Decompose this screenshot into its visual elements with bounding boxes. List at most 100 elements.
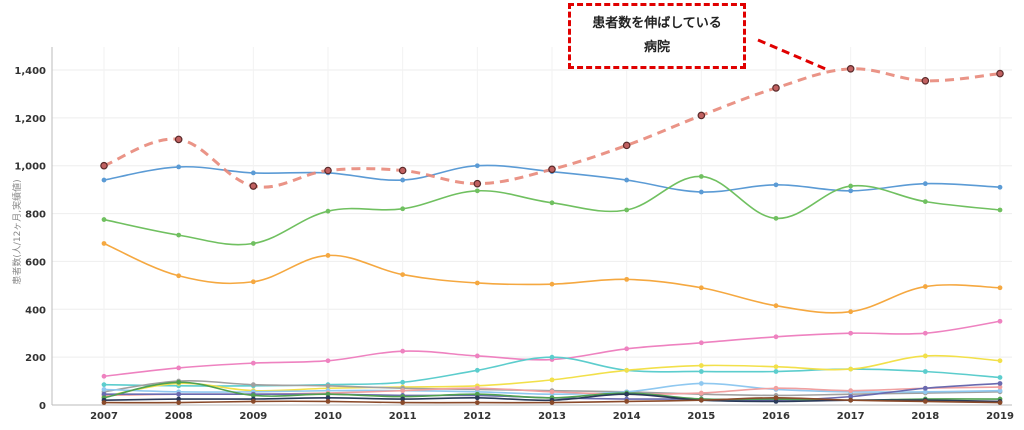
data-point xyxy=(101,373,107,379)
data-point xyxy=(174,135,183,144)
series-line xyxy=(103,67,1001,189)
data-point xyxy=(624,346,630,352)
data-point xyxy=(325,395,331,401)
data-point xyxy=(400,348,406,354)
chart-grid xyxy=(52,47,1012,406)
data-point xyxy=(474,400,480,406)
data-point xyxy=(997,375,1003,380)
data-point xyxy=(772,84,780,92)
annotation-arrow xyxy=(757,38,829,72)
data-point xyxy=(101,217,107,222)
data-point xyxy=(474,391,480,397)
x-tick-label: 2012 xyxy=(463,411,491,422)
data-point xyxy=(921,76,930,85)
data-point xyxy=(997,388,1003,394)
x-tick-label: 2017 xyxy=(837,411,865,422)
data-point xyxy=(624,177,630,183)
data-point xyxy=(848,188,854,194)
data-point xyxy=(624,391,630,397)
data-point xyxy=(846,65,855,73)
data-point xyxy=(922,181,928,187)
data-point xyxy=(997,184,1003,190)
data-point xyxy=(473,179,482,188)
data-point xyxy=(848,397,854,403)
y-tick-label: 400 xyxy=(25,305,46,316)
data-point xyxy=(324,166,332,175)
data-point xyxy=(997,381,1003,386)
data-point xyxy=(773,395,779,401)
x-tick-label: 2019 xyxy=(986,411,1014,422)
data-point xyxy=(997,384,1003,390)
chart-series xyxy=(100,65,1004,406)
data-point xyxy=(400,396,406,402)
data-point xyxy=(249,182,258,190)
data-point xyxy=(250,393,256,398)
data-point xyxy=(922,389,928,395)
data-point xyxy=(325,399,331,404)
data-point xyxy=(176,379,182,385)
x-tick-label: 2013 xyxy=(538,411,566,422)
data-point xyxy=(549,389,555,395)
data-point xyxy=(101,400,107,406)
x-tick-label: 2014 xyxy=(613,411,641,422)
x-tick-label: 2007 xyxy=(90,411,118,422)
chart-ticks: 0 200 400 600 800 1,000 1,200 1,400 2007 2008 2009… xyxy=(14,66,1014,422)
x-tick-label: 2016 xyxy=(762,411,790,422)
data-point xyxy=(922,399,928,404)
data-point xyxy=(250,399,256,404)
data-point xyxy=(773,334,779,340)
data-point xyxy=(548,165,556,174)
annotation-line-1: 患者数を伸ばしている xyxy=(592,16,722,31)
data-point xyxy=(325,253,331,258)
data-point xyxy=(400,177,406,183)
x-tick-label: 2015 xyxy=(687,411,715,422)
chart-axes xyxy=(51,47,1012,406)
data-point xyxy=(624,207,630,213)
annotation-box: 患者数を伸ばしている 病院 xyxy=(568,3,746,69)
data-point xyxy=(698,340,704,346)
annotation-line-2: 病院 xyxy=(643,40,670,55)
data-point xyxy=(474,367,480,373)
y-axis-label: 患者数(人/12ヶ月,実績値) xyxy=(11,179,23,284)
data-point xyxy=(549,377,555,383)
data-point xyxy=(698,285,704,291)
y-tick-label: 0 xyxy=(39,401,46,412)
data-point xyxy=(176,391,182,397)
data-point xyxy=(773,369,779,374)
y-tick-label: 200 xyxy=(25,353,46,364)
data-point xyxy=(997,285,1003,291)
data-point xyxy=(698,369,704,374)
data-point xyxy=(773,399,779,404)
data-point xyxy=(474,188,480,194)
data-point xyxy=(176,396,182,402)
data-point xyxy=(400,379,406,385)
x-tick-label: 2008 xyxy=(165,411,193,422)
data-point xyxy=(250,360,256,366)
data-point xyxy=(848,388,854,394)
data-point xyxy=(101,387,107,392)
data-point xyxy=(474,163,480,169)
data-point xyxy=(848,309,854,315)
data-point xyxy=(176,164,182,170)
data-point xyxy=(474,385,480,391)
data-point xyxy=(474,353,480,359)
data-point xyxy=(848,394,854,400)
data-point xyxy=(997,400,1003,406)
data-point xyxy=(922,385,928,391)
data-point xyxy=(922,353,928,359)
data-point xyxy=(848,183,854,189)
x-tick-label: 2010 xyxy=(314,411,342,422)
data-point xyxy=(549,354,555,360)
y-tick-label: 800 xyxy=(25,210,46,221)
y-tick-label: 1,200 xyxy=(14,114,46,125)
data-point xyxy=(698,390,704,396)
data-point xyxy=(101,177,107,183)
data-point xyxy=(400,272,406,277)
data-point xyxy=(624,367,630,373)
data-point xyxy=(101,391,107,397)
data-point xyxy=(922,284,928,289)
data-point xyxy=(773,303,779,309)
data-point xyxy=(250,170,256,176)
data-point xyxy=(398,166,407,175)
